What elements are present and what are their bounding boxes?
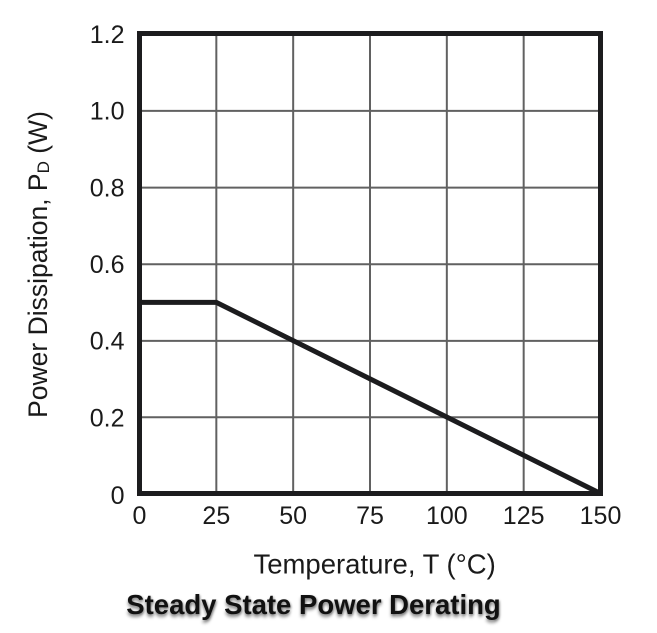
svg-text:0.6: 0.6: [90, 251, 125, 279]
svg-text:125: 125: [503, 502, 545, 530]
svg-text:0: 0: [111, 482, 125, 510]
svg-text:75: 75: [356, 502, 384, 530]
svg-text:0: 0: [133, 502, 147, 530]
svg-text:0.8: 0.8: [90, 174, 125, 202]
svg-text:0.2: 0.2: [90, 404, 125, 432]
svg-text:1.2: 1.2: [90, 21, 125, 49]
svg-text:50: 50: [279, 502, 307, 530]
svg-text:Temperature, T (°C): Temperature, T (°C): [253, 549, 495, 580]
svg-text:1.0: 1.0: [90, 98, 125, 126]
svg-text:25: 25: [202, 502, 230, 530]
svg-text:0.4: 0.4: [90, 328, 125, 356]
svg-text:Power Dissipation, PD (W): Power Dissipation, PD (W): [23, 111, 53, 418]
svg-text:100: 100: [426, 502, 468, 530]
svg-text:150: 150: [580, 502, 622, 530]
